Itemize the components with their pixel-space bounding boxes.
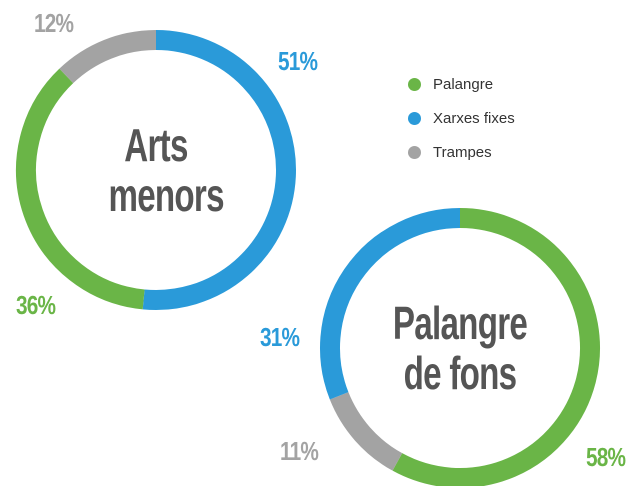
donut-slice (320, 208, 461, 400)
legend-label: Palangre (433, 76, 494, 93)
donut-slice (16, 68, 145, 310)
legend-dot (408, 78, 421, 91)
legend-label: Xarxes fixes (433, 110, 515, 127)
donut-slice (142, 30, 296, 310)
center-title: Palangre de fons (392, 297, 528, 399)
value-label: 58% (586, 442, 626, 472)
legend-label: Trampes (433, 144, 492, 161)
legend-item: Palangre (408, 76, 493, 93)
donut-slice (392, 208, 600, 486)
donut-slice (59, 30, 157, 84)
value-label: 31% (260, 322, 300, 352)
value-label: 51% (278, 46, 318, 76)
legend-dot (408, 112, 421, 125)
donut-slice (329, 391, 403, 471)
value-label: 12% (34, 8, 74, 38)
legend-item: Trampes (408, 144, 492, 161)
legend-item: Xarxes fixes (408, 110, 515, 127)
value-label: 11% (280, 436, 319, 466)
legend-dot (408, 146, 421, 159)
value-label: 36% (16, 290, 56, 320)
center-title: Arts menors (108, 119, 224, 221)
